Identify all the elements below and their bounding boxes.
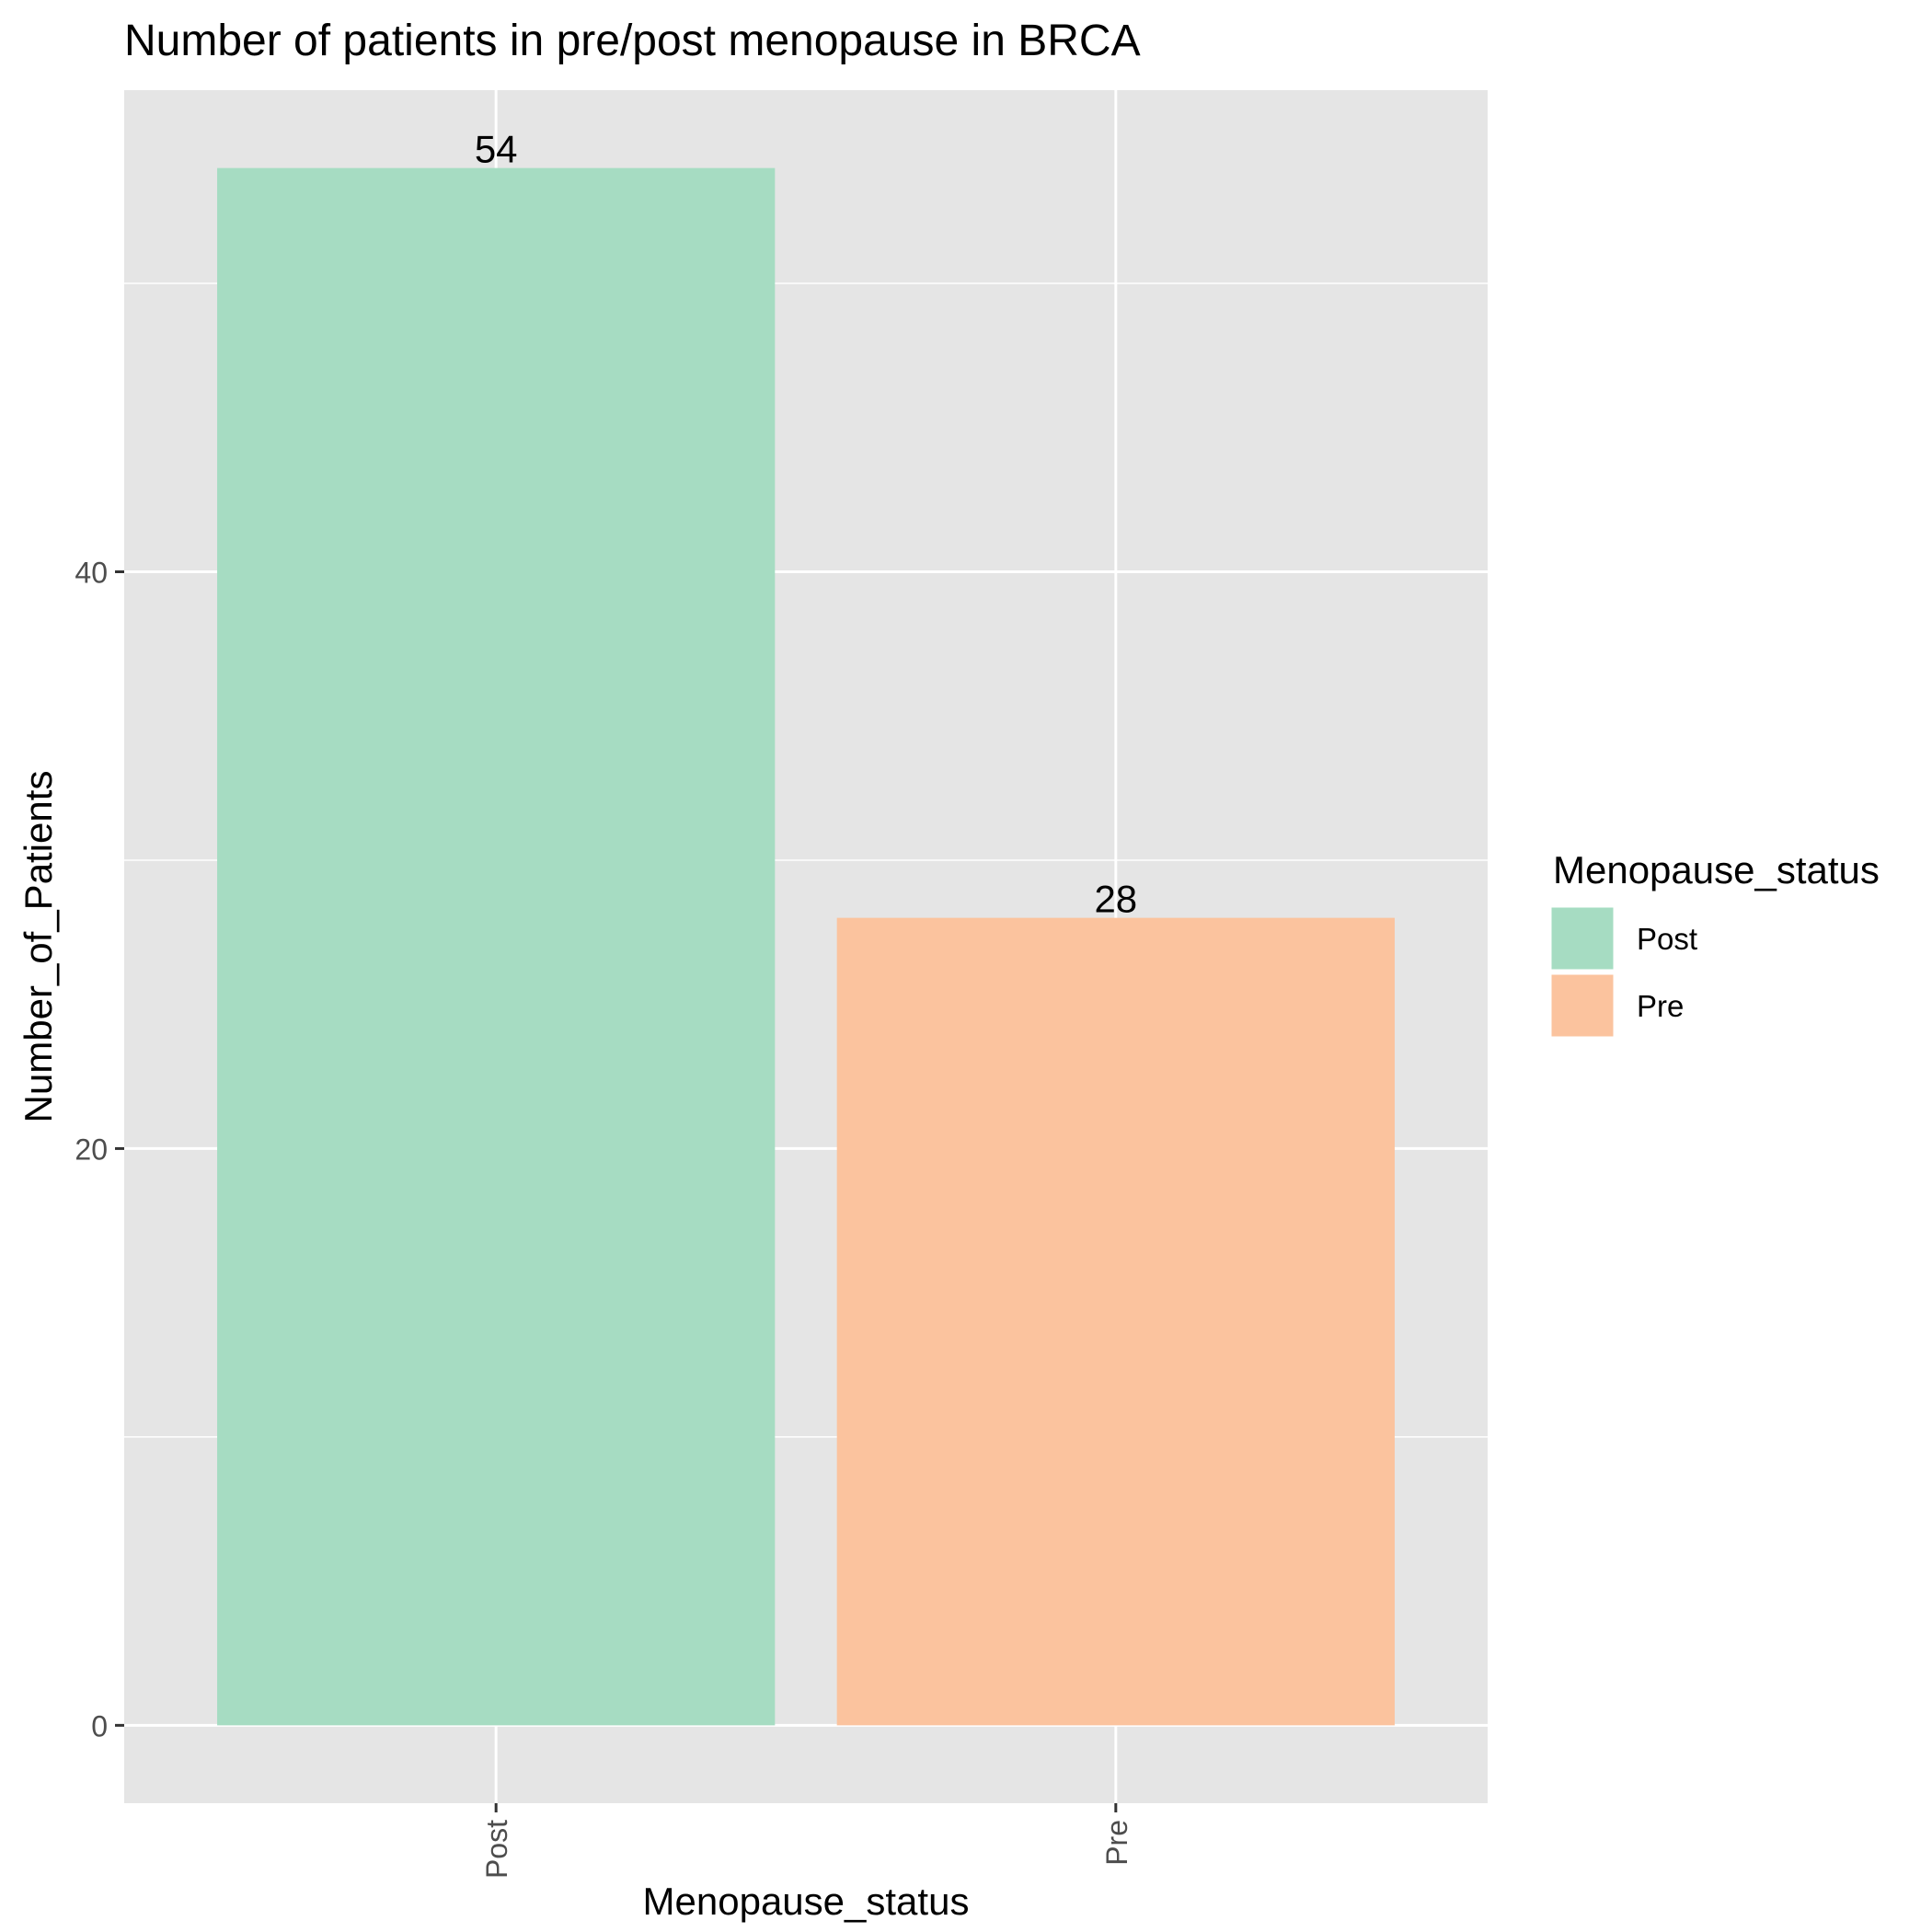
bar-post [217,168,775,1726]
legend-label-post: Post [1637,922,1697,956]
chart-title: Number of patients in pre/post menopause… [124,17,1141,65]
data-label-pre: 28 [1094,878,1137,921]
x-axis-title: Menopause_status [643,1880,970,1923]
data-label-post: 54 [475,128,518,171]
legend-title: Menopause_status [1553,848,1880,891]
x-tick-label-pre: Pre [1100,1820,1133,1866]
bar-pre [837,918,1395,1726]
y-axis: 0 20 40 [75,556,124,1742]
legend-key-pre [1550,973,1615,1038]
legend: Menopause_status Post Pre [1550,848,1880,1038]
y-axis-title: Number_of_Patients [17,771,60,1123]
x-tick-label-post: Post [480,1820,513,1879]
legend-items: Post Pre [1550,906,1697,1038]
y-tick-label: 0 [91,1709,108,1742]
y-tick-label: 40 [75,556,108,589]
x-axis: Post Pre [480,1803,1133,1879]
y-tick-label: 20 [75,1133,108,1166]
legend-key-post [1550,906,1615,971]
legend-label-pre: Pre [1637,989,1684,1023]
